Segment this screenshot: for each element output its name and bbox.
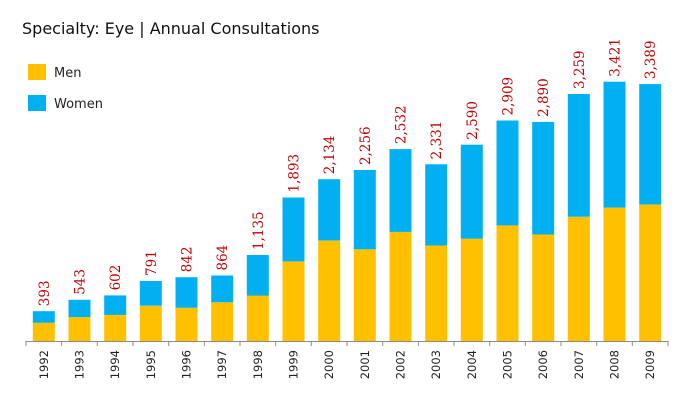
x-tick-label-2005: 2005 [501,350,515,379]
x-tick-label-2003: 2003 [429,350,443,379]
total-label-1999: 1,893 [287,154,303,193]
bar-men-2009 [639,204,662,341]
x-tick-label-2006: 2006 [536,350,550,379]
bar-women-1992 [32,311,55,323]
bar-women-1999 [282,197,305,262]
legend-swatch-women [28,95,46,111]
bar-men-1995 [139,305,162,341]
legend-label-men: Men [54,66,81,81]
x-tick-label-1997: 1997 [215,350,229,379]
bar-women-2009 [639,84,662,205]
total-label-2003: 2,331 [429,121,445,160]
bar-men-1996 [175,307,198,341]
bar-men-2008 [603,207,626,341]
bar-women-2007 [567,94,590,217]
chart-title: Specialty: Eye | Annual Consultations [22,19,319,38]
x-tick-label-1993: 1993 [73,350,87,379]
total-label-1992: 393 [37,280,53,306]
total-label-1995: 791 [144,250,160,276]
bar-men-2001 [353,249,376,341]
bar-men-2007 [567,216,590,341]
bars [32,81,662,341]
bar-women-1997 [211,275,234,303]
x-tick-label-2001: 2001 [358,350,372,379]
x-tick-label-2007: 2007 [572,350,586,379]
bar-women-1996 [175,277,198,308]
x-tick-label-2000: 2000 [322,350,336,379]
bar-men-1998 [246,295,269,341]
x-tick-label-1999: 1999 [287,350,301,379]
legend-swatch-men [28,64,46,80]
total-label-1996: 842 [180,246,196,272]
total-label-2001: 2,256 [358,126,374,165]
total-label-2008: 3,421 [608,38,624,77]
bar-women-1995 [139,281,162,306]
legend-label-women: Women [54,97,103,112]
x-tick-label-2009: 2009 [643,350,657,379]
total-label-2002: 2,532 [394,105,410,144]
bar-men-1994 [104,314,127,341]
legend: Men Women [28,64,103,112]
bar-women-2000 [318,179,341,241]
bar-women-2006 [532,121,555,235]
x-tick-label-2008: 2008 [608,350,622,379]
x-tick-label-1998: 1998 [251,350,265,379]
bar-women-1994 [104,295,127,315]
bar-women-2008 [603,81,626,208]
bar-women-1993 [68,299,91,318]
bar-women-1998 [246,255,269,296]
x-tick-label-1995: 1995 [144,350,158,379]
total-label-1993: 543 [73,269,89,295]
total-label-1997: 864 [215,245,231,271]
total-label-1994: 602 [108,265,124,291]
x-tick-label-2004: 2004 [465,350,479,379]
total-label-2000: 2,134 [322,136,338,175]
bar-women-2003 [425,164,448,246]
bar-women-2001 [353,170,376,250]
bar-women-2004 [460,144,483,239]
total-label-2009: 3,389 [643,40,659,79]
total-label-1998: 1,135 [251,211,267,250]
x-tick-label-1994: 1994 [108,350,122,379]
x-axis: 1992 1993 1994 1995 1996 1997 1998 1999 2000 2001… [25,341,669,379]
data-labels: 393 543 602 791 842 864 1,135 1,893 2,134 2,256 2,… [37,38,659,306]
bar-women-2005 [496,120,519,226]
total-label-2006: 2,890 [536,78,552,117]
bar-men-1993 [68,317,91,341]
bar-men-1999 [282,261,305,341]
bar-men-2005 [496,225,519,341]
total-label-2004: 2,590 [465,101,481,140]
bar-women-2002 [389,149,412,232]
bar-men-1997 [211,302,234,341]
bar-men-1992 [32,322,55,341]
x-tick-label-2002: 2002 [394,350,408,379]
bar-men-2002 [389,231,412,341]
total-label-2005: 2,909 [501,77,517,116]
x-tick-label-1996: 1996 [180,350,194,379]
bar-men-2004 [460,238,483,341]
x-tick-label-1992: 1992 [37,350,51,379]
bar-men-2000 [318,240,341,341]
total-label-2007: 3,259 [572,50,588,89]
bar-men-2003 [425,245,448,341]
bar-men-2006 [532,234,555,341]
